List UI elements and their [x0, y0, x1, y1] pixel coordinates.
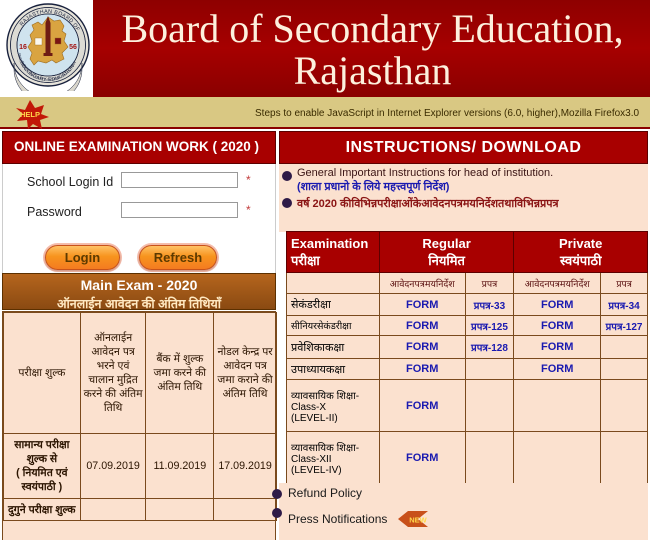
svg-text:16: 16 — [19, 44, 27, 51]
svg-text:HELP: HELP — [20, 110, 40, 119]
svg-text:NEW: NEW — [409, 516, 427, 525]
svg-text:56: 56 — [69, 44, 77, 51]
